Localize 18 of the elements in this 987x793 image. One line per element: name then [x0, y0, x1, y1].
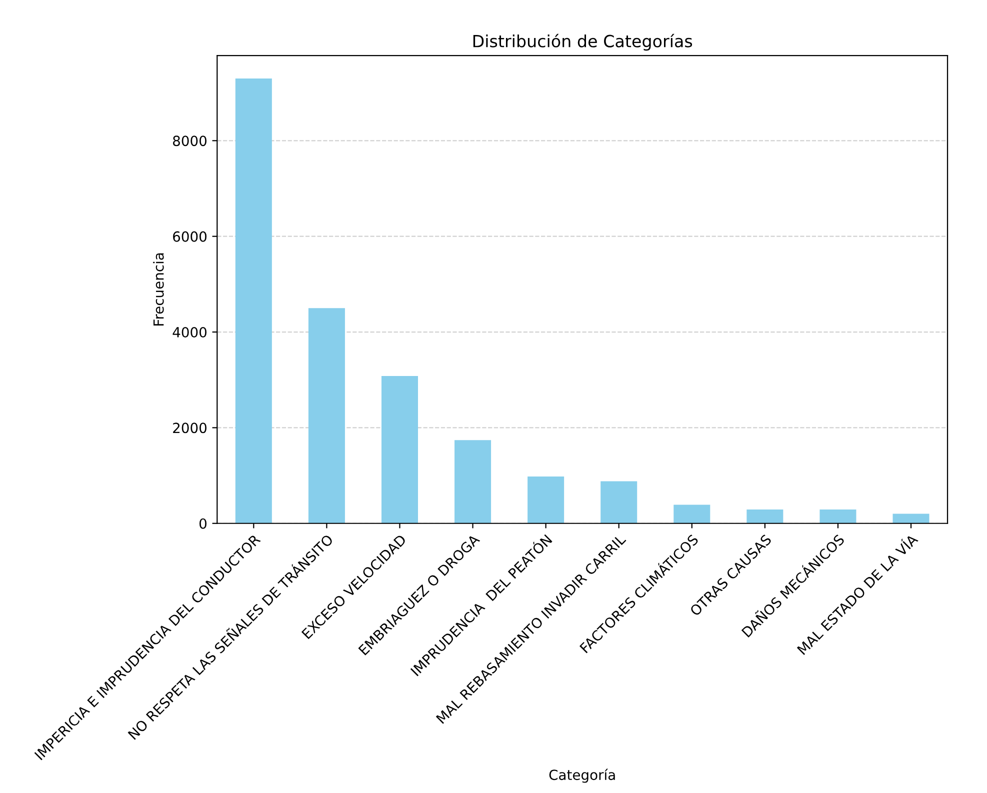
- bar: [674, 504, 710, 524]
- y-axis-title: Frecuencia: [153, 253, 164, 326]
- bar: [820, 510, 856, 524]
- bar: [454, 440, 492, 524]
- y-tick-label: 4000: [172, 326, 206, 338]
- bar: [235, 78, 272, 524]
- bar: [308, 308, 345, 524]
- bar: [528, 476, 564, 524]
- bar: [600, 481, 638, 524]
- bar: [746, 510, 784, 524]
- y-tick-label: 6000: [173, 231, 206, 242]
- y-tick-label: 0: [199, 518, 206, 529]
- y-tick-label: 8000: [173, 136, 206, 146]
- x-axis-title: Categoría: [549, 768, 615, 783]
- bar: [892, 514, 930, 524]
- y-tick-label: 2000: [173, 422, 206, 434]
- bar: [381, 376, 418, 524]
- chart-title: Distribución de Categorías: [473, 34, 692, 51]
